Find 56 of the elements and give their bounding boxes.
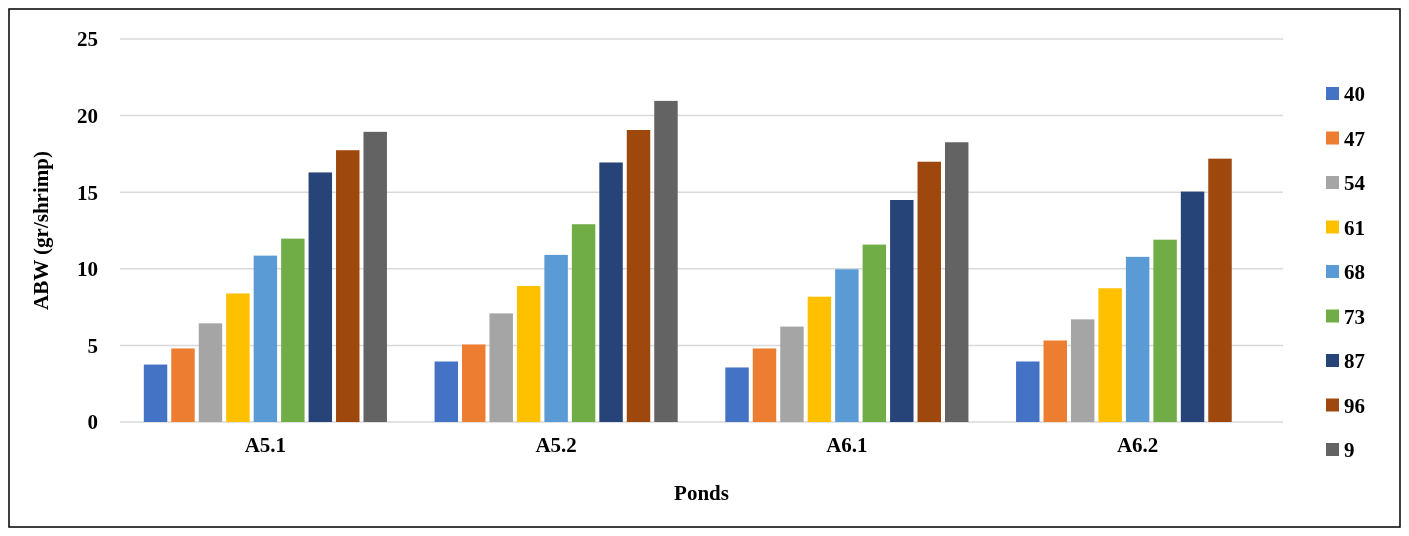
legend-label: 61	[1344, 215, 1365, 240]
bar	[363, 131, 387, 422]
bar	[862, 244, 887, 422]
bar	[780, 326, 804, 422]
bar	[308, 172, 333, 422]
y-axis-title: ABW (gr/shrimp)	[29, 151, 53, 310]
bar	[281, 238, 305, 422]
bar	[198, 323, 223, 422]
x-axis-title: Ponds	[674, 481, 729, 505]
y-tick-label: 0	[87, 410, 98, 435]
x-tick-label: A5.1	[244, 433, 287, 457]
bar	[336, 150, 360, 422]
bar	[1043, 340, 1067, 422]
bar	[835, 269, 859, 422]
bar	[752, 348, 777, 422]
y-tick-label: 5	[87, 333, 98, 358]
bar	[143, 364, 168, 422]
bar	[1153, 239, 1177, 422]
bar	[226, 293, 250, 422]
bar	[725, 367, 749, 422]
bar	[171, 348, 195, 422]
bar	[1125, 256, 1150, 422]
legend-label: 87	[1344, 349, 1365, 374]
bar	[807, 296, 832, 422]
bar	[1208, 158, 1232, 422]
bar	[599, 162, 623, 422]
bar	[917, 161, 941, 422]
y-tick-label: 25	[77, 27, 98, 52]
y-tick-label: 15	[77, 180, 98, 205]
bar	[1070, 319, 1095, 422]
legend-label: 96	[1344, 393, 1365, 418]
bar	[544, 254, 568, 422]
bar	[516, 285, 541, 422]
y-tick-label: 10	[77, 257, 98, 282]
x-tick-label: A6.2	[1116, 433, 1159, 457]
legend-label: 73	[1344, 304, 1365, 329]
bar	[1180, 191, 1205, 422]
x-tick-label: A6.1	[826, 433, 868, 457]
bar	[1098, 288, 1122, 422]
x-tick-label: A5.2	[535, 433, 577, 457]
legend-label: 54	[1344, 171, 1366, 196]
bar	[462, 344, 486, 422]
legend-label: 68	[1344, 260, 1365, 285]
y-tick-label: 20	[77, 103, 98, 128]
legend-label: 9	[1344, 438, 1355, 463]
legend-label: 40	[1344, 82, 1365, 107]
legend-label: 47	[1344, 126, 1365, 151]
bar	[489, 313, 513, 422]
bar	[253, 255, 278, 422]
bar	[654, 100, 678, 422]
bar	[890, 200, 914, 422]
bar	[571, 224, 596, 422]
bar	[626, 130, 651, 422]
bar	[1016, 361, 1040, 422]
bar	[944, 142, 969, 422]
bar	[434, 361, 459, 422]
